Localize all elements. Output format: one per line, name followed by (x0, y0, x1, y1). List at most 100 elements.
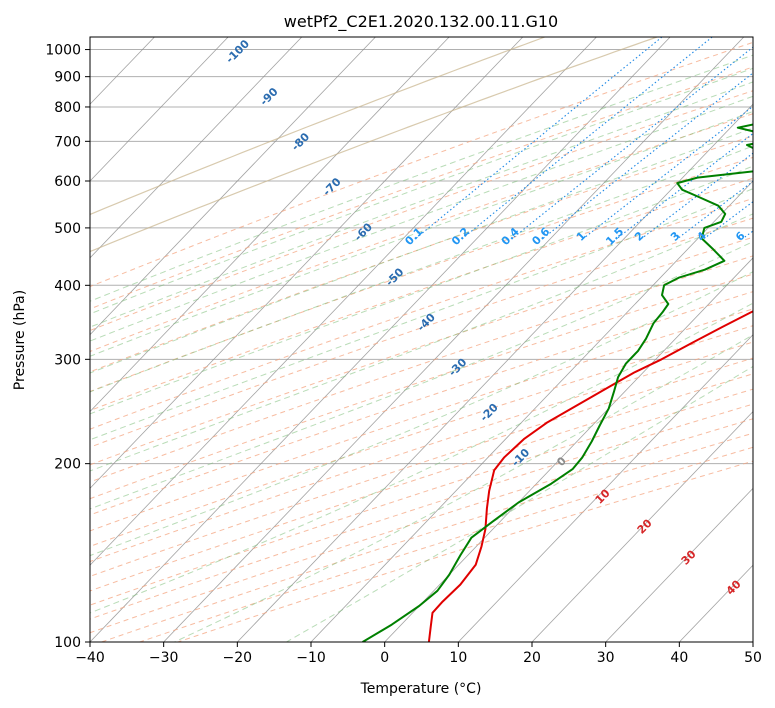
dry-adiabat-line (90, 177, 753, 412)
dry-adiabat-line (90, 341, 753, 563)
isotherm-line (163, 37, 745, 642)
y-axis: 100 200 300 400 500 600 700 800 900 1000 (45, 43, 90, 651)
isobar-gridlines (90, 49, 753, 642)
moist-adiabat-line (90, 188, 753, 441)
mixing-ratio-line (583, 105, 753, 239)
moist-adiabat-line (90, 302, 753, 614)
moist-adiabat-line (90, 110, 753, 357)
dry-adiabat-label: -100 (223, 37, 252, 66)
isotherm-line (458, 334, 753, 642)
dry-adiabat-label: -80 (289, 130, 312, 153)
dry-adiabat-line (90, 156, 753, 393)
isotherm-line (384, 257, 753, 642)
dry-adiabat-line (90, 66, 753, 310)
y-tick-label: 100 (54, 635, 81, 651)
dry-adiabat-line (90, 273, 753, 500)
isotherm-line (90, 37, 450, 413)
moist-adiabat-line (174, 334, 753, 642)
dry-adiabat-line (90, 217, 753, 448)
isotherm-line (752, 641, 753, 642)
moist-adiabat-label: 0 (554, 454, 569, 469)
y-tick-label: 300 (54, 352, 81, 368)
moist-adiabat-label: 20 (635, 516, 655, 536)
dry-adiabat-label: -20 (478, 401, 501, 424)
dry-adiabat-line (90, 357, 753, 577)
isotherm-line (90, 37, 376, 336)
mixing-ratio-label: 1 (574, 229, 589, 244)
moist-adiabat-line (90, 241, 753, 510)
dry-adiabat-line (101, 432, 753, 642)
moist-adiabat-line (90, 95, 753, 342)
dry-adiabat-line (90, 388, 753, 606)
dry-adiabat-line (90, 90, 753, 332)
dry-adiabat-line (139, 446, 753, 642)
isotherm-line (531, 410, 753, 642)
dry-adiabat-line (90, 308, 753, 532)
moist-adiabat-label: 30 (679, 547, 699, 567)
y-axis-label: Pressure (hPa) (12, 290, 28, 390)
dry-adiabat-line (90, 41, 753, 288)
mixing-ratio-line (542, 72, 753, 239)
dry-adiabat-line (90, 418, 753, 634)
dry-adiabat-line (90, 291, 753, 516)
isotherm-line (679, 564, 753, 642)
x-axis: −40 −30 −20 −10 0 10 20 30 40 50 (75, 642, 762, 666)
y-tick-label: 600 (54, 174, 81, 190)
moist-adiabat-line (90, 271, 753, 557)
isotherm-line (90, 37, 229, 182)
dry-adiabat-label: -40 (415, 310, 438, 333)
chart-title: wetPf2_C2E1.2020.132.00.11.G10 (284, 12, 558, 32)
plot-frame (89, 36, 754, 643)
x-tick-label: −10 (296, 650, 326, 666)
moist-adiabat-line (90, 54, 753, 302)
moist-adiabat-line (90, 165, 753, 415)
dry-adiabat-reference-line (90, 37, 658, 253)
x-tick-label: −20 (223, 650, 253, 666)
isotherm-line (605, 487, 753, 642)
isotherm-line (0, 37, 7, 642)
y-tick-label: 900 (54, 70, 81, 86)
mixing-ratio-label: 0.1 (402, 225, 425, 248)
x-tick-label: 30 (597, 650, 615, 666)
x-tick-label: 10 (449, 650, 467, 666)
sounding-profiles (362, 123, 753, 642)
mixing-ratio-label: 0.2 (449, 225, 472, 248)
isotherm-line (90, 37, 671, 642)
dewpoint-profile-line (362, 123, 753, 642)
mixing-ratio-label: 1.5 (603, 225, 626, 248)
mixing-ratio-label: 2 (632, 229, 647, 244)
moist-adiabat-lines (90, 54, 753, 642)
dry-adiabat-line (90, 325, 753, 547)
dry-adiabat-line (90, 236, 753, 466)
moist-adiabat-line (90, 81, 753, 328)
moist-adiabat-line (90, 213, 753, 472)
y-tick-label: 1000 (45, 43, 81, 59)
mixing-ratio-line (415, 37, 663, 239)
y-tick-label: 400 (54, 278, 81, 294)
dry-adiabat-line (90, 197, 753, 430)
moist-adiabat-line (90, 145, 753, 393)
dry-adiabat-line (90, 403, 753, 620)
isotherm-lines (0, 37, 753, 642)
isotherm-line (90, 37, 303, 259)
x-tick-label: 50 (744, 650, 762, 666)
moist-adiabat-label: 40 (724, 577, 744, 597)
moist-adiabat-line (286, 365, 753, 642)
dry-adiabat-label: -90 (257, 85, 280, 108)
y-tick-label: 500 (54, 221, 81, 237)
mixing-ratio-line (511, 46, 753, 239)
x-tick-label: 20 (523, 650, 541, 666)
x-axis-label: Temperature (°C) (360, 681, 482, 697)
isotherm-line (90, 37, 597, 566)
dry-adiabat-reference-line (90, 37, 546, 216)
temperature-profile-line (427, 310, 753, 642)
dry-adiabat-line (90, 113, 753, 353)
isotherm-line (90, 37, 524, 489)
dry-adiabat-line (90, 255, 753, 483)
x-tick-label: −30 (149, 650, 179, 666)
y-tick-label: 800 (54, 100, 81, 116)
mixing-ratio-label: 3 (668, 229, 683, 244)
plot-area: -100-90-80-70-60-50-40-30-20-100.1 0.2 0.4… (0, 37, 753, 642)
mixing-ratio-lines (415, 37, 753, 239)
